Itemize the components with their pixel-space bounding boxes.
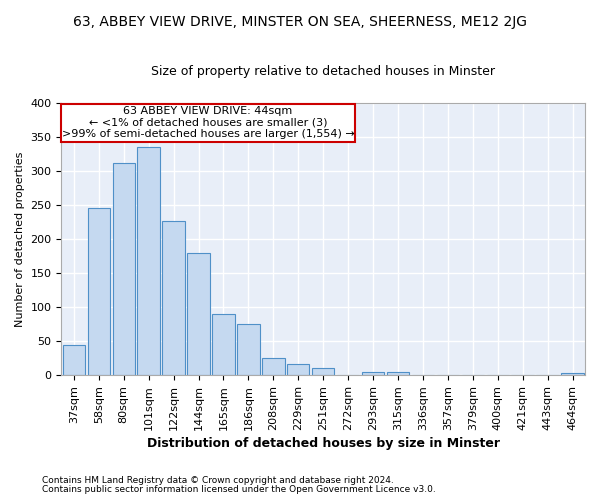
Text: 63, ABBEY VIEW DRIVE, MINSTER ON SEA, SHEERNESS, ME12 2JG: 63, ABBEY VIEW DRIVE, MINSTER ON SEA, SH… — [73, 15, 527, 29]
Bar — [237, 324, 260, 375]
Text: ← <1% of detached houses are smaller (3): ← <1% of detached houses are smaller (3) — [89, 118, 327, 128]
Title: Size of property relative to detached houses in Minster: Size of property relative to detached ho… — [151, 65, 495, 78]
Text: 63 ABBEY VIEW DRIVE: 44sqm: 63 ABBEY VIEW DRIVE: 44sqm — [124, 106, 293, 116]
Bar — [562, 373, 584, 375]
Bar — [212, 314, 235, 375]
Text: >99% of semi-detached houses are larger (1,554) →: >99% of semi-detached houses are larger … — [62, 129, 355, 139]
Bar — [62, 344, 85, 375]
Bar — [387, 372, 409, 375]
Bar — [312, 368, 334, 375]
Bar — [362, 372, 384, 375]
Bar — [137, 147, 160, 375]
Bar — [287, 364, 310, 375]
X-axis label: Distribution of detached houses by size in Minster: Distribution of detached houses by size … — [147, 437, 500, 450]
Text: Contains HM Land Registry data © Crown copyright and database right 2024.: Contains HM Land Registry data © Crown c… — [42, 476, 394, 485]
Bar — [163, 220, 185, 375]
Y-axis label: Number of detached properties: Number of detached properties — [15, 152, 25, 326]
Bar — [88, 208, 110, 375]
Bar — [187, 252, 210, 375]
Bar — [113, 162, 135, 375]
Text: Contains public sector information licensed under the Open Government Licence v3: Contains public sector information licen… — [42, 485, 436, 494]
Bar — [262, 358, 284, 375]
